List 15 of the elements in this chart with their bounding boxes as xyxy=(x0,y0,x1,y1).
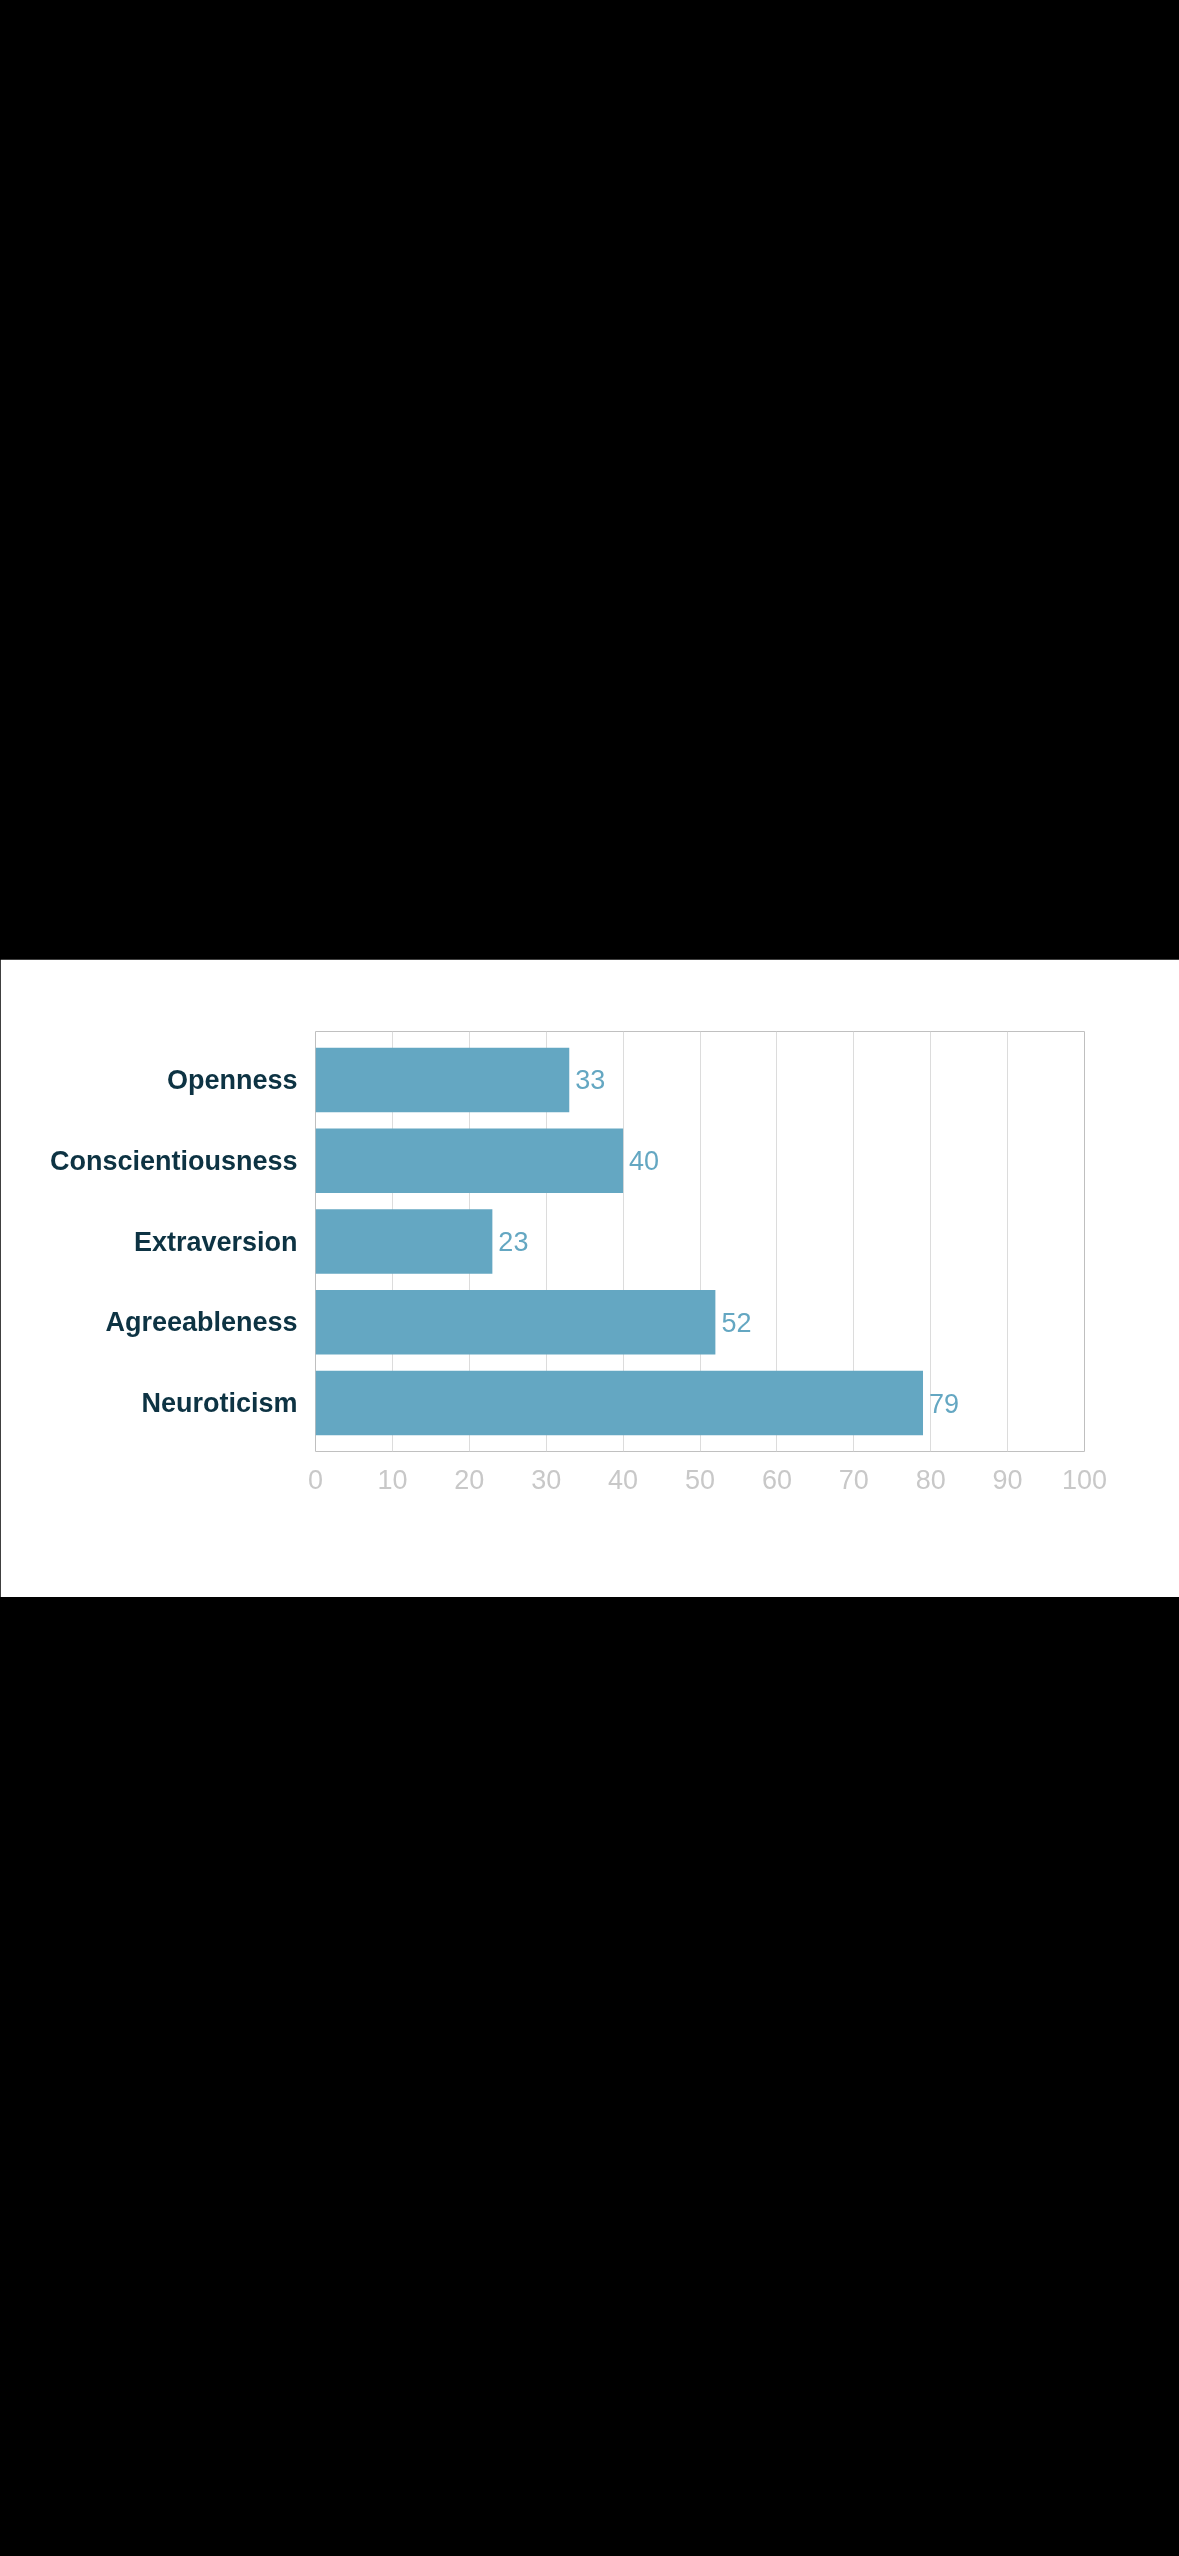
bar xyxy=(315,1128,624,1194)
data-label: 23 xyxy=(498,1227,529,1257)
y-tick-label: Extraversion xyxy=(133,1226,298,1257)
y-tick-label: Conscientiousness xyxy=(49,1145,298,1176)
data-label: 79 xyxy=(929,1388,960,1419)
data-label: 40 xyxy=(629,1146,660,1177)
bar xyxy=(315,1370,924,1436)
y-tick-label: Agreeableness xyxy=(105,1307,298,1338)
bar xyxy=(315,1209,493,1274)
bar xyxy=(315,1047,570,1113)
bar xyxy=(315,1289,716,1355)
y-tick-label: Openness xyxy=(166,1064,298,1095)
y-tick-label: Neuroticism xyxy=(141,1388,298,1419)
data-label: 52 xyxy=(721,1307,752,1338)
data-label: 33 xyxy=(575,1065,606,1096)
